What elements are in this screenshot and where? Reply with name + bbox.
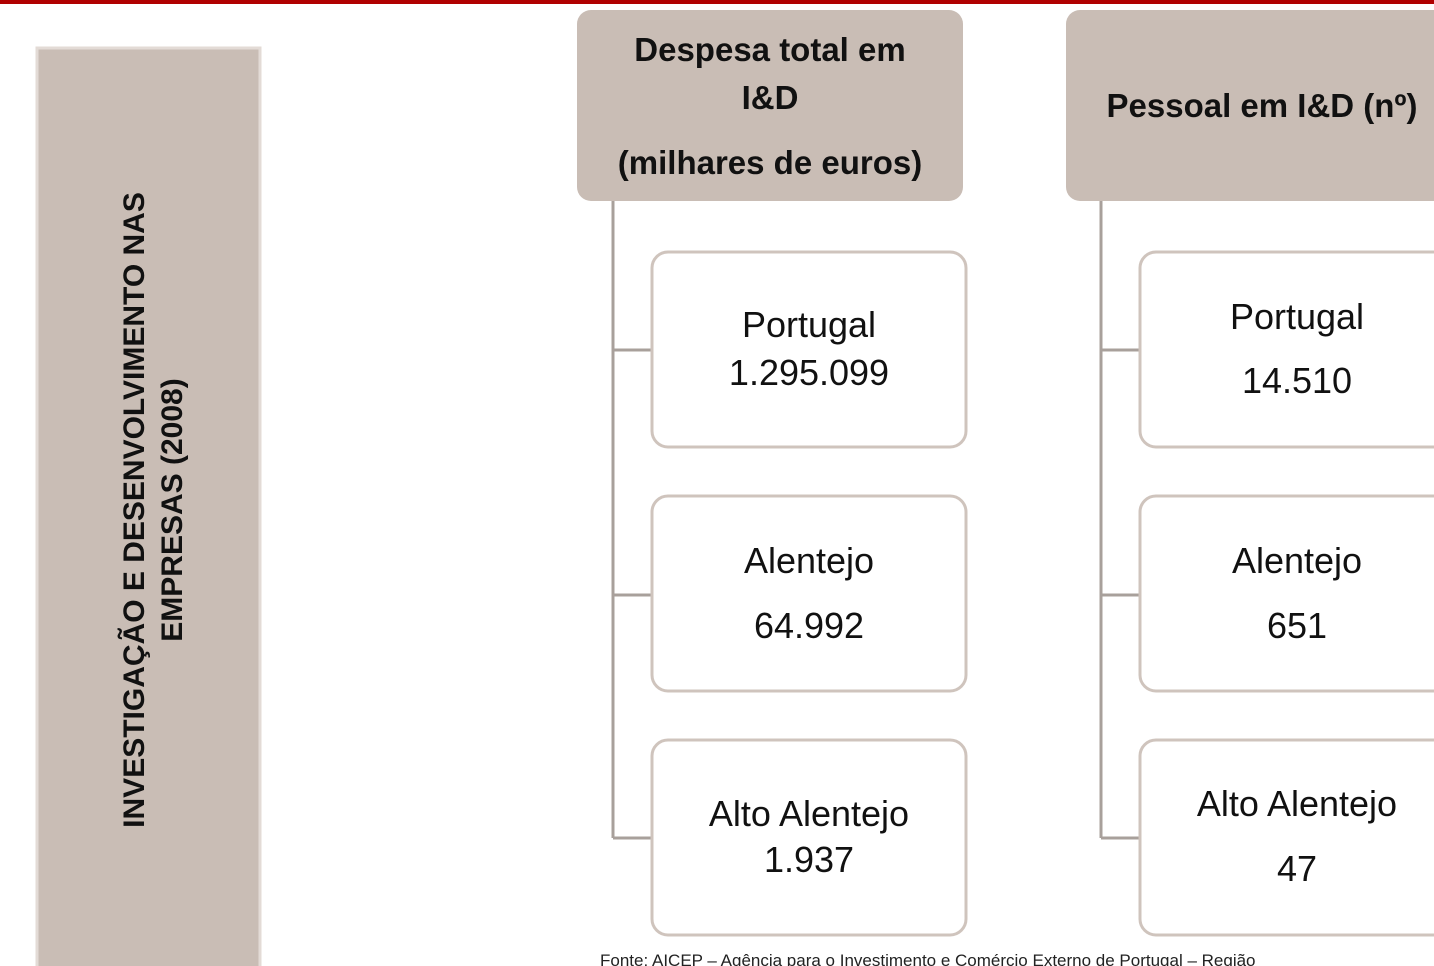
card bbox=[1138, 250, 1434, 449]
card bbox=[650, 494, 968, 693]
card-value: 1.295.099 bbox=[729, 352, 889, 393]
card-label: Alto Alentejo bbox=[1197, 783, 1397, 824]
top-rule bbox=[0, 0, 1434, 4]
card bbox=[1138, 738, 1434, 937]
header-line: Pessoal em I&D (nº) bbox=[1107, 87, 1418, 124]
connector bbox=[611, 201, 652, 840]
card-value: 14.510 bbox=[1242, 360, 1352, 401]
connector bbox=[1099, 201, 1140, 840]
side-title: INVESTIGAÇÃO E DESENVOLVIMENTO NAS EMPRE… bbox=[117, 192, 189, 828]
card-label: Portugal bbox=[1230, 296, 1364, 337]
source-note: Fonte: AICEP – Agência para o Investimen… bbox=[600, 951, 1256, 966]
card-value: 64.992 bbox=[754, 605, 864, 646]
card-value: 1.937 bbox=[764, 839, 854, 880]
column-header bbox=[1066, 10, 1434, 201]
header-line: Despesa total em bbox=[634, 31, 905, 68]
card bbox=[1138, 494, 1434, 693]
card bbox=[650, 250, 968, 449]
card-label: Alentejo bbox=[744, 540, 874, 581]
header-line: (milhares de euros) bbox=[618, 144, 922, 181]
side-title-line: EMPRESAS (2008) bbox=[156, 378, 189, 641]
side-title-line: INVESTIGAÇÃO E DESENVOLVIMENTO NAS bbox=[117, 192, 151, 828]
card-value: 651 bbox=[1267, 605, 1327, 646]
header-line: I&D bbox=[742, 79, 799, 116]
card-label: Alentejo bbox=[1232, 540, 1362, 581]
card-label: Alto Alentejo bbox=[709, 793, 909, 834]
card bbox=[650, 738, 968, 937]
column-header bbox=[577, 10, 963, 201]
side-panel bbox=[35, 46, 262, 966]
card-label: Portugal bbox=[742, 304, 876, 345]
card-value: 47 bbox=[1277, 848, 1317, 889]
